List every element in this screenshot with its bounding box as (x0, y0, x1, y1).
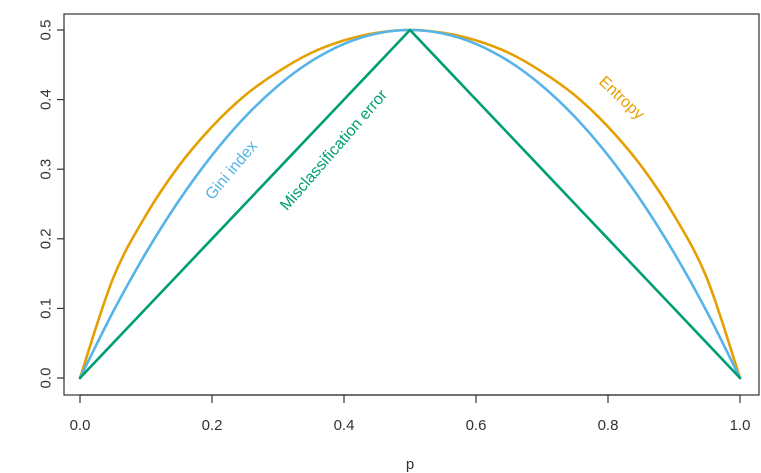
plot-frame (63, 13, 760, 396)
x-tick-label: 0.8 (598, 417, 619, 434)
x-tick-label: 1.0 (730, 417, 751, 434)
entropy-line (78, 28, 742, 380)
y-tick-label: 0.3 (38, 159, 55, 180)
y-tick-label: 0.4 (38, 89, 55, 110)
misclassification-line (78, 28, 742, 380)
y-axis: 0.0 0.1 0.2 0.3 0.4 0.5 (38, 20, 65, 389)
y-tick-label: 0.5 (38, 20, 55, 41)
x-tick-label: 0.6 (466, 417, 487, 434)
annotation-label: Entropy (595, 73, 647, 123)
x-tick-label: 0.2 (202, 417, 223, 434)
x-tick-label: 0.0 (70, 417, 91, 434)
annotation-label: Gini index (202, 138, 261, 203)
gini-line (78, 28, 742, 380)
x-tick-label: 0.4 (334, 417, 355, 434)
curves (78, 28, 742, 380)
x-axis-title: p (406, 456, 414, 473)
x-axis: 0.0 0.2 0.4 0.6 0.8 1.0 (70, 394, 751, 434)
y-tick-label: 0.2 (38, 228, 55, 249)
y-tick-label: 0.1 (38, 298, 55, 319)
y-tick-label: 0.0 (38, 368, 55, 389)
plot-box (63, 13, 760, 396)
